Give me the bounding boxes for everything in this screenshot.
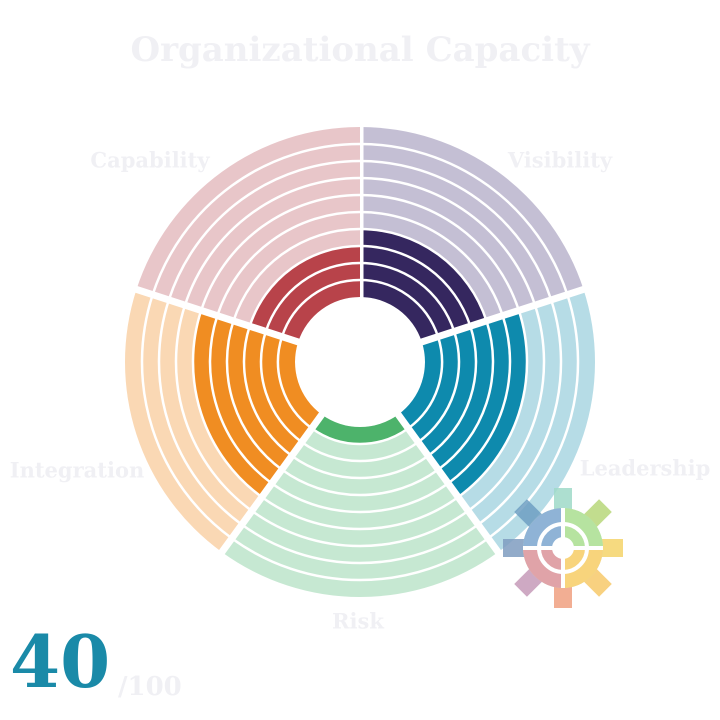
- category-label: Capability: [90, 148, 210, 173]
- center-hole: [296, 298, 424, 426]
- ring-divider: [359, 176, 537, 306]
- category-label: Visibility: [507, 148, 613, 173]
- ring-divider: [359, 244, 472, 327]
- ring-divider: [359, 210, 504, 317]
- ring-divider: [199, 193, 361, 311]
- ring-divider: [261, 496, 459, 531]
- ring-divider: [241, 523, 479, 565]
- ring-divider: [157, 299, 243, 526]
- ring-divider: [281, 468, 439, 497]
- ring-divider: [225, 320, 283, 471]
- ring-divider: [271, 482, 449, 514]
- ring-divider: [359, 193, 521, 311]
- sector-value: [249, 246, 360, 342]
- ring-divider: [359, 227, 488, 322]
- ring-divider: [174, 304, 253, 512]
- ring-divider: [208, 315, 273, 485]
- sector-value: [398, 310, 527, 498]
- chart-title: Organizational Capacity: [130, 30, 590, 70]
- ring-divider: [280, 278, 361, 338]
- ring-divider: [140, 294, 233, 540]
- ring-divider: [359, 278, 440, 338]
- ring-divider: [191, 310, 263, 499]
- ring-divider: [359, 261, 456, 332]
- sector-value: [311, 414, 409, 444]
- ring-divider: [427, 325, 478, 457]
- ring-divider: [301, 441, 419, 463]
- ring-divider: [151, 142, 361, 296]
- ring-divider: [291, 454, 429, 480]
- ring-divider: [457, 310, 529, 499]
- category-label: Leadership: [580, 456, 711, 481]
- score: 40: [10, 619, 110, 704]
- sector-gap: [125, 282, 302, 346]
- rings: [125, 117, 596, 597]
- ring-divider: [248, 244, 361, 327]
- ring-divider: [264, 261, 361, 332]
- ring-divider: [407, 336, 444, 430]
- sector-gap: [394, 410, 507, 563]
- ring-divider: [232, 227, 361, 322]
- ring-divider: [359, 142, 569, 296]
- ring-divider: [477, 299, 563, 526]
- ring-divider: [311, 427, 409, 446]
- gear-icon: [503, 488, 623, 608]
- ring-divider: [242, 325, 293, 457]
- ring-divider: [251, 509, 469, 548]
- ring-divider: [447, 315, 512, 485]
- ring-divider: [231, 537, 489, 582]
- ring-divider: [183, 176, 361, 306]
- category-label: Integration: [10, 458, 144, 483]
- ring-divider: [276, 336, 313, 430]
- ring-divider: [359, 159, 553, 301]
- ring-divider: [467, 304, 546, 512]
- sector-gap: [418, 282, 595, 346]
- ring-divider: [417, 331, 461, 444]
- ring-divider: [167, 159, 361, 301]
- score-suffix: /100: [118, 672, 182, 702]
- category-label: Risk: [332, 609, 384, 634]
- sector-gap: [213, 410, 326, 563]
- sector-value: [192, 310, 322, 498]
- ring-divider: [216, 210, 361, 317]
- ring-divider: [437, 320, 495, 471]
- ring-divider: [259, 331, 303, 444]
